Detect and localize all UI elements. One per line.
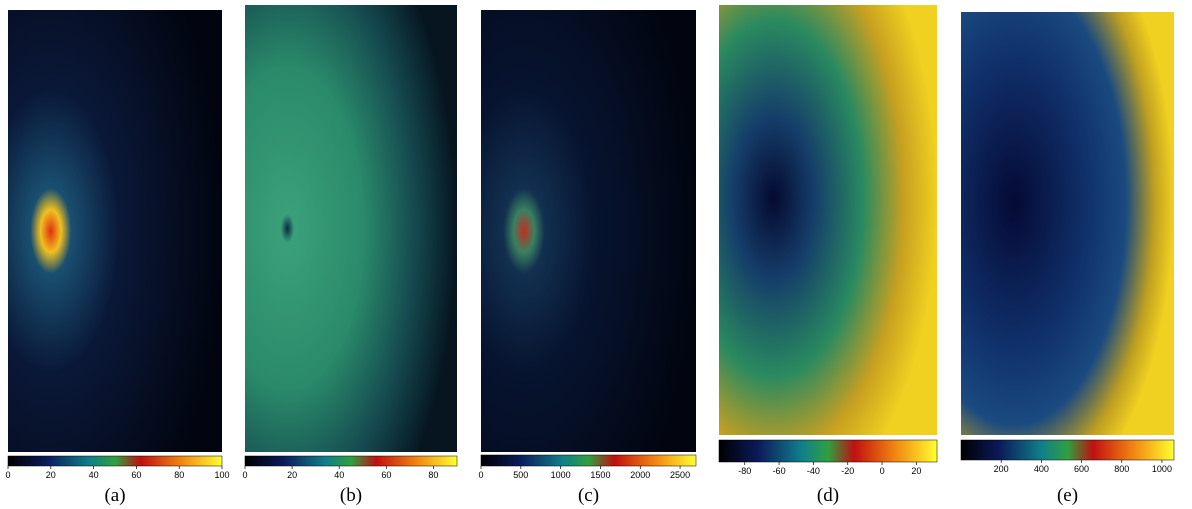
colorbar-tick-label: 800 — [1114, 464, 1129, 474]
colorbar-tick-label: -20 — [841, 466, 854, 476]
colorbar-tick-label: 1500 — [590, 470, 610, 480]
colorbar-tick-label: 400 — [1034, 464, 1049, 474]
colorbar — [8, 456, 222, 466]
panel-label: (c) — [578, 485, 599, 506]
colorbar-tick-label: 0 — [5, 470, 10, 480]
colorbar-tick-label: 80 — [428, 470, 438, 480]
colorbar-tick-label: 40 — [334, 470, 344, 480]
colorbar-tick-label: 80 — [174, 470, 184, 480]
colorbar-tick-label: 2000 — [630, 470, 650, 480]
colorbar-tick-label: 200 — [994, 464, 1009, 474]
panel-label: (d) — [817, 485, 839, 506]
colorbar-tick-label: 60 — [381, 470, 391, 480]
colorbar — [961, 440, 1174, 460]
colorbar-tick-label: 2500 — [670, 470, 690, 480]
satellite-image — [481, 10, 696, 452]
colorbar-tick-label: 100 — [214, 470, 229, 480]
colorbar-tick-label: 500 — [513, 470, 528, 480]
colorbar-tick-label: -40 — [807, 466, 820, 476]
colorbar-tick-label: 0 — [478, 470, 483, 480]
colorbar-tick-label: 40 — [89, 470, 99, 480]
colorbar-tick-label: 60 — [131, 470, 141, 480]
colorbar-tick-label: 1000 — [1152, 464, 1172, 474]
colorbar-tick-label: -60 — [773, 466, 786, 476]
colorbar-tick-label: 1000 — [551, 470, 571, 480]
colorbar-tick-label: 600 — [1074, 464, 1089, 474]
panel-label: (e) — [1057, 485, 1078, 506]
satellite-image — [961, 12, 1174, 435]
satellite-image — [245, 5, 457, 452]
colorbar-tick-label: 0 — [242, 470, 247, 480]
figure: 0 20 40 60 80 100 (a) 0 20 40 60 80 (b) 0 500 1000 1500 2… — [0, 0, 1192, 509]
colorbar-tick-label: 20 — [911, 466, 921, 476]
colorbar-tick-label: 0 — [880, 466, 885, 476]
colorbar — [719, 440, 937, 462]
panel-label: (b) — [340, 485, 362, 506]
satellite-image — [719, 5, 937, 435]
satellite-image — [8, 10, 222, 452]
colorbar-tick-label: 20 — [287, 470, 297, 480]
colorbar-tick-label: -80 — [738, 466, 751, 476]
colorbar-tick-label: 20 — [46, 470, 56, 480]
panel-label: (a) — [104, 485, 125, 506]
colorbar — [245, 456, 457, 466]
colorbar — [481, 455, 696, 466]
